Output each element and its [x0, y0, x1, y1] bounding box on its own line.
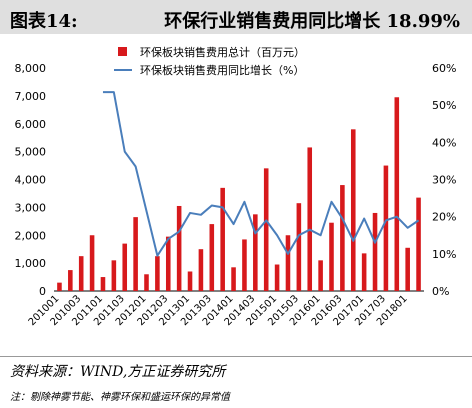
- figure-title: 环保行业销售费用同比增长 18.99%: [164, 11, 460, 32]
- y-left-tick-label: 1,000: [15, 257, 47, 270]
- bar: [89, 235, 95, 291]
- bar: [242, 239, 247, 291]
- bar: [133, 217, 138, 291]
- bar: [122, 243, 128, 291]
- bar: [231, 267, 236, 291]
- y-left-tick-label: 5,000: [15, 146, 47, 159]
- bar: [253, 214, 258, 291]
- bar: [361, 253, 367, 291]
- bar: [111, 260, 117, 291]
- legend-bar-swatch: [118, 47, 127, 56]
- bar: [68, 270, 73, 291]
- bar: [329, 222, 334, 291]
- bar: [187, 271, 193, 291]
- y-left-tick-label: 0: [39, 285, 46, 298]
- bar: [416, 197, 421, 291]
- bar: [220, 187, 225, 291]
- y-right-tick-label: 0%: [432, 285, 449, 298]
- bar: [100, 277, 106, 291]
- bar: [263, 168, 269, 291]
- bar: [274, 264, 280, 291]
- bar: [405, 247, 410, 291]
- y-left-tick-label: 7,000: [15, 90, 47, 103]
- y-left-tick-label: 3,000: [15, 201, 47, 214]
- figure-label: 图表14:: [10, 11, 78, 32]
- source-divider: [0, 356, 472, 357]
- bar: [198, 249, 204, 291]
- y-left-tick-label: 8,000: [15, 62, 47, 75]
- bar: [350, 129, 356, 291]
- y-right-tick-label: 60%: [432, 62, 456, 75]
- title-bar: 图表14: 环保行业销售费用同比增长 18.99%: [0, 0, 472, 34]
- bar: [318, 260, 323, 291]
- bar: [285, 235, 291, 291]
- bar: [372, 212, 378, 291]
- bar: [165, 236, 171, 291]
- bar: [340, 185, 345, 291]
- bar: [383, 165, 389, 291]
- y-left-tick-label: 2,000: [15, 229, 47, 242]
- y-right-tick-label: 50%: [432, 99, 456, 112]
- chart: 0 1,000 2,000 3,000 4,000 5,000 6,000 7,000 8,00…: [15, 45, 457, 328]
- y-left-tick-label: 4,000: [15, 174, 47, 187]
- bar: [209, 224, 215, 291]
- note-text: 注：剔除神雾节能、神雾环保和盛运环保的异常值: [10, 392, 230, 403]
- growth-line: [102, 91, 420, 257]
- legend-line-label: 环保板块销售费用同比增长（%）: [140, 63, 304, 77]
- source-text: 资料来源：WIND,方正证券研究所: [10, 364, 226, 380]
- y-right-tick-label: 10%: [432, 248, 456, 261]
- legend-bar-label: 环保板块销售费用总计（百万元）: [140, 45, 305, 59]
- bar: [176, 205, 182, 291]
- bar: [144, 274, 149, 291]
- bar: [155, 256, 160, 291]
- bar: [394, 97, 400, 291]
- bar: [57, 282, 62, 291]
- bar: [296, 203, 302, 291]
- y-right-tick-label: 30%: [432, 174, 456, 187]
- y-right-tick-label: 20%: [432, 211, 456, 224]
- y-right-tick-label: 40%: [432, 136, 456, 149]
- y-left-tick-label: 6,000: [15, 118, 47, 131]
- bar: [307, 147, 313, 291]
- bar: [78, 256, 84, 291]
